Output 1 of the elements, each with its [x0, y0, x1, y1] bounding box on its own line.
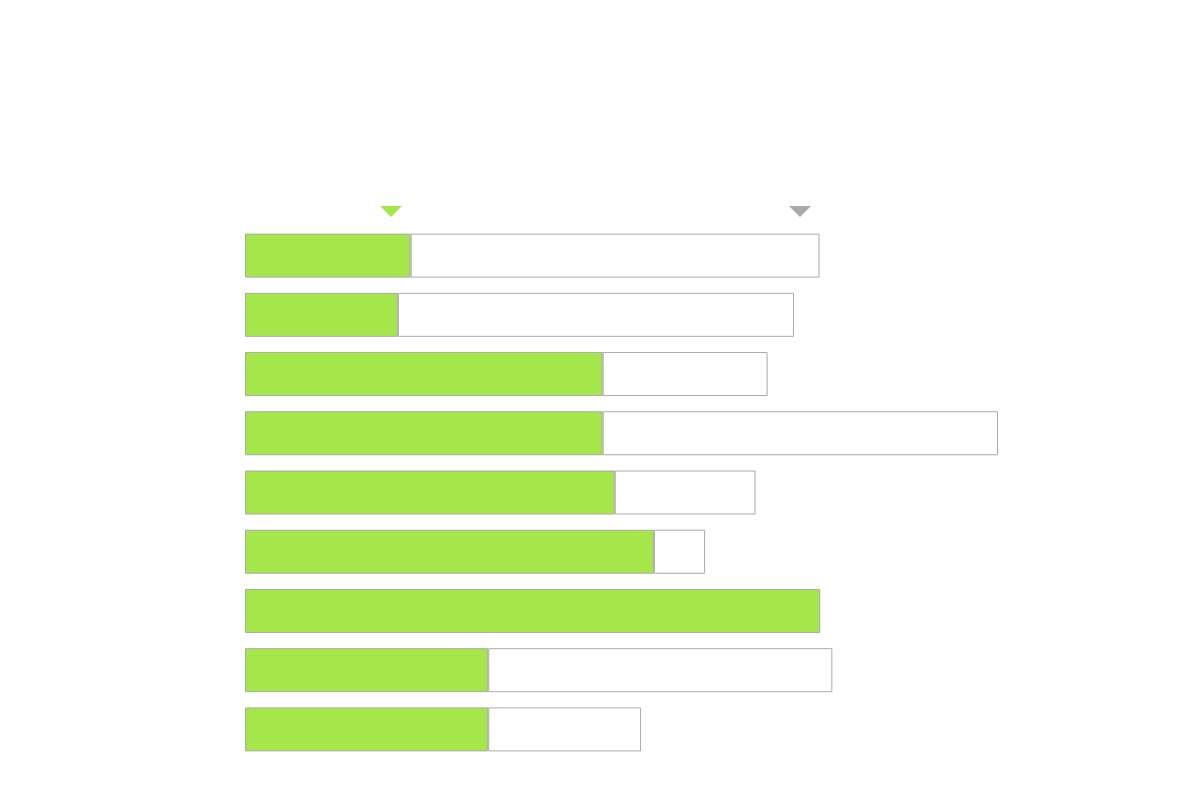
- bar: [245, 588, 821, 633]
